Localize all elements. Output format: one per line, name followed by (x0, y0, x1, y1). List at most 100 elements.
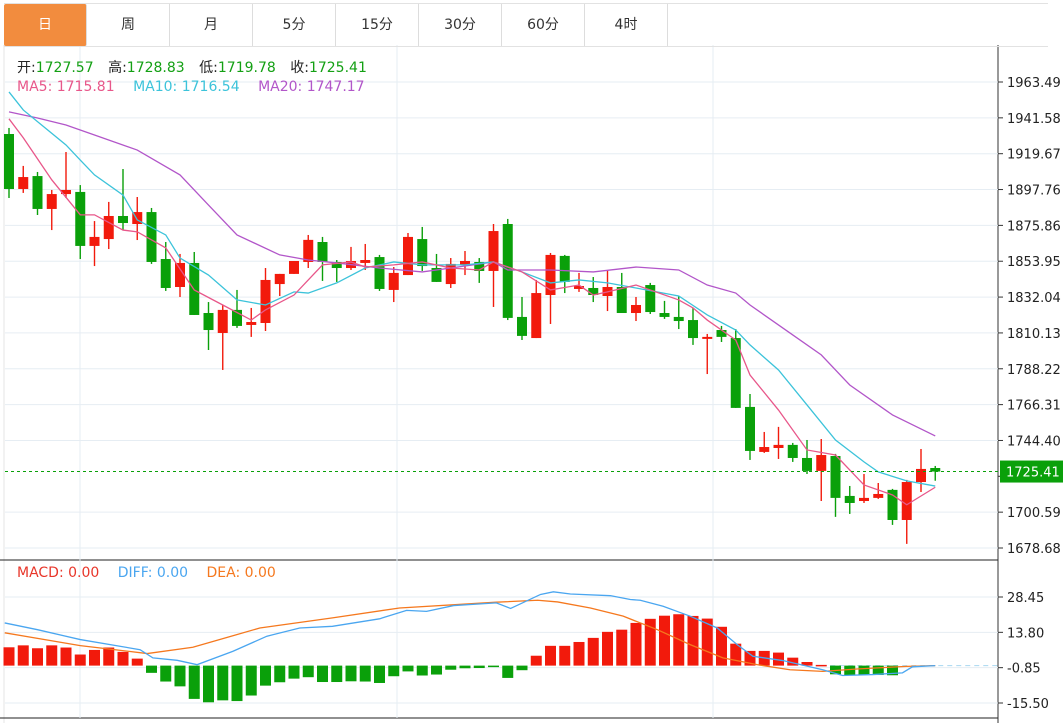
candle-body (374, 257, 385, 289)
macd-value: MACD: 0.00 (17, 565, 100, 581)
macd-bar (644, 618, 656, 666)
macd-bar (60, 647, 72, 666)
candle (132, 197, 143, 241)
tab-4hour[interactable]: 4时 (585, 4, 668, 46)
candle (75, 185, 86, 260)
close-value: 1725.41 (308, 60, 367, 76)
candle-body (887, 489, 898, 520)
dea-line (4, 599, 936, 673)
macd-bar (801, 661, 813, 666)
macd-bar (502, 665, 514, 678)
macd-bar (103, 647, 115, 666)
candle (702, 333, 713, 375)
candle-body (787, 444, 798, 458)
macd-bar (616, 629, 628, 666)
candle (417, 226, 428, 271)
price-axis-label: 1853.95 (1007, 255, 1061, 270)
candle-body (460, 260, 470, 265)
candle-body (360, 259, 371, 263)
candle (488, 224, 499, 307)
macd-bar (602, 631, 613, 666)
candle (260, 268, 271, 332)
candle-body (89, 236, 100, 246)
macd-axis-label: 28.45 (1007, 591, 1044, 606)
candle-body (445, 263, 456, 285)
candle (688, 307, 698, 345)
candle-body (118, 215, 128, 224)
tab-5min[interactable]: 5分 (253, 4, 336, 46)
macd-bar (844, 665, 856, 676)
candle-body (232, 309, 242, 326)
candle-body (745, 406, 755, 451)
tab-day[interactable]: 日 (4, 4, 87, 46)
diff-value: DIFF: 0.00 (117, 565, 189, 581)
candle (901, 479, 912, 544)
candle (274, 273, 285, 296)
price-axis-label: 1963.49 (1007, 76, 1061, 91)
tab-week[interactable]: 周 (87, 4, 170, 46)
candle (830, 453, 841, 517)
macd-bar (559, 645, 571, 666)
candle-body (32, 176, 43, 209)
macd-bar (331, 665, 343, 683)
ohlc-legend: 开:1727.57 高:1728.83 低:1719.78 收:1725.41 (17, 57, 377, 77)
candle-body (260, 279, 271, 323)
macd-bar (431, 665, 442, 675)
candle-body (203, 313, 214, 331)
macd-bar (716, 626, 727, 666)
candle-body (160, 259, 171, 288)
tab-month[interactable]: 月 (170, 4, 253, 46)
candle (559, 254, 570, 294)
candle (360, 243, 371, 270)
candle (103, 201, 114, 250)
macd-bar (174, 665, 186, 687)
candle (32, 171, 43, 216)
candle (545, 252, 556, 324)
open-value: 1727.57 (35, 60, 94, 76)
price-axis-label: 1678.68 (1007, 542, 1061, 557)
macd-bar (359, 665, 371, 682)
tab-30min[interactable]: 30分 (419, 4, 502, 46)
macd-bar (317, 665, 328, 683)
candle-body (559, 255, 570, 282)
macd-bar (131, 658, 143, 666)
candle (61, 152, 71, 198)
macd-bar (345, 665, 357, 682)
tab-15min[interactable]: 15分 (336, 4, 419, 46)
macd-bar (488, 665, 499, 668)
candle (445, 258, 456, 288)
macd-legend: MACD: 0.00 DIFF: 0.00 DEA: 0.00 (17, 565, 276, 581)
candle (460, 251, 470, 276)
diff-line (4, 591, 936, 677)
candle (574, 272, 584, 292)
candle-body (645, 285, 656, 313)
candle-body (18, 177, 29, 189)
price-axis-label: 1788.22 (1007, 363, 1061, 378)
price-axis-label: 1897.76 (1007, 184, 1061, 199)
macd-bar (17, 645, 29, 666)
macd-bar (872, 665, 884, 676)
candle (18, 165, 29, 193)
macd-bar (3, 647, 15, 666)
candle-body (4, 134, 14, 189)
macd-bar (160, 665, 172, 682)
candle-body (289, 260, 299, 274)
candle-body (388, 272, 399, 290)
candle-body (816, 455, 827, 471)
price-axis-label: 1766.31 (1007, 399, 1061, 414)
tab-60min[interactable]: 60分 (502, 4, 585, 46)
high-label: 高: (108, 60, 127, 76)
candle (716, 325, 727, 342)
macd-axis-label: -15.50 (1007, 697, 1049, 712)
price-axis-label: 1810.13 (1007, 327, 1061, 342)
macd-bar (32, 648, 43, 666)
candle-body (688, 320, 698, 339)
candle-body (716, 330, 727, 337)
candle (773, 426, 784, 459)
macd-bar (402, 665, 414, 672)
macd-bar (117, 651, 129, 666)
macd-bar (787, 657, 799, 666)
ma10-legend: MA10: 1716.54 (133, 79, 240, 95)
candle-body (802, 457, 812, 471)
